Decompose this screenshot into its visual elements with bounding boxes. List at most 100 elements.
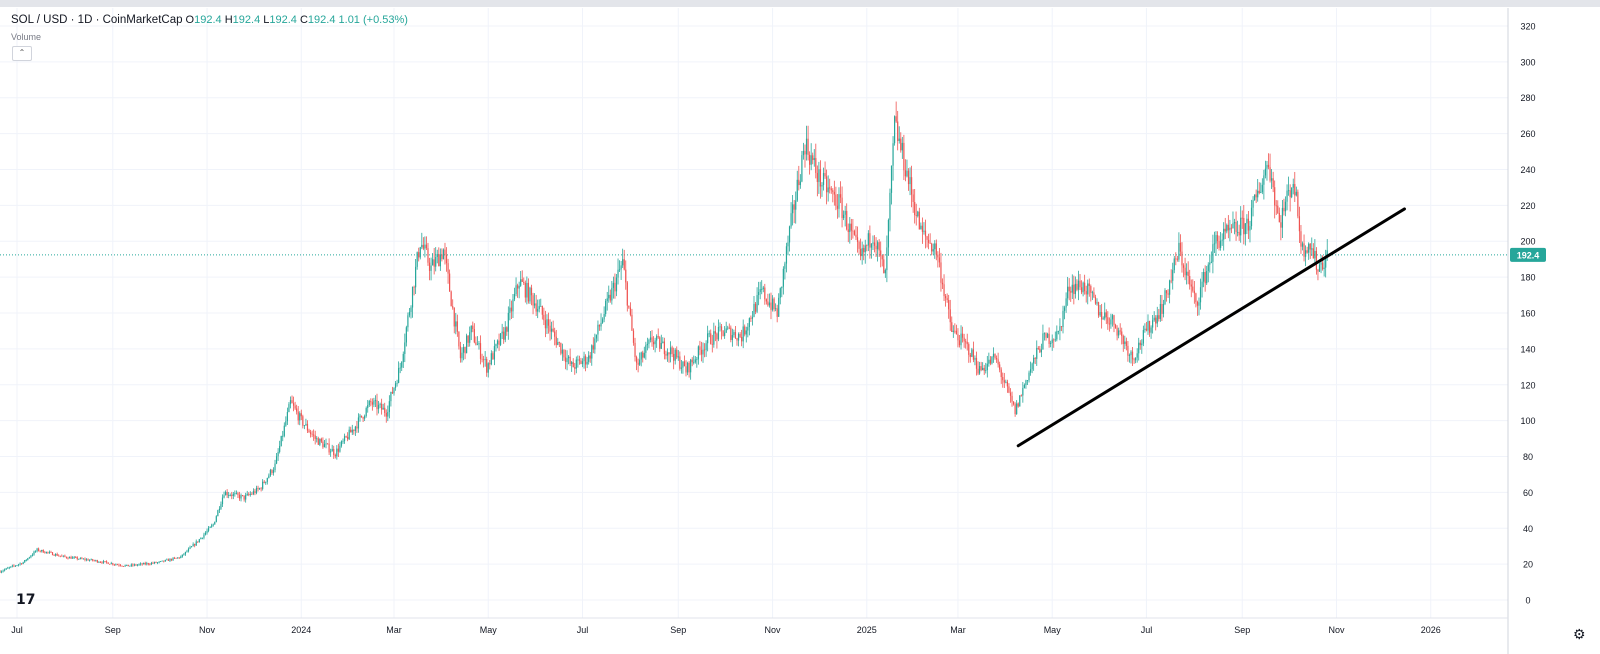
candle: [1317, 268, 1319, 281]
candle: [1186, 263, 1188, 285]
candle-body: [665, 354, 667, 356]
candle: [575, 356, 577, 374]
candle-body: [910, 177, 913, 195]
candle: [748, 317, 750, 336]
candle: [1226, 223, 1228, 234]
candle: [1252, 196, 1254, 217]
candle: [588, 351, 590, 365]
candle-body: [816, 172, 818, 182]
candle: [1090, 284, 1092, 302]
candle-body: [1006, 381, 1008, 387]
candle-body: [903, 142, 905, 171]
candle-body: [323, 444, 326, 448]
candle: [801, 150, 803, 183]
candle-body: [1325, 257, 1327, 268]
candle-body: [501, 331, 503, 334]
candle-body: [690, 359, 692, 373]
candle-body: [770, 302, 772, 310]
candle-body: [1226, 224, 1228, 232]
candle-body: [1277, 205, 1279, 213]
candle: [872, 235, 874, 251]
candle-body: [668, 352, 670, 355]
candle: [897, 110, 899, 151]
candle-body: [439, 254, 441, 267]
candle-body: [1059, 326, 1061, 331]
candle-body: [1107, 317, 1109, 324]
candle-body: [500, 333, 502, 345]
candle: [694, 356, 696, 364]
candle-body: [785, 246, 788, 264]
candle: [411, 286, 414, 318]
candle-body: [600, 322, 602, 327]
candle-body: [203, 534, 205, 538]
candle: [124, 564, 126, 567]
candle: [481, 353, 483, 363]
candle-body: [381, 403, 383, 410]
candle-body: [640, 352, 642, 360]
candle-body: [1111, 315, 1114, 320]
candle: [995, 355, 998, 363]
candle-body: [75, 557, 77, 559]
collapse-indicators-button[interactable]: ⌃: [12, 46, 32, 61]
candle-body: [974, 357, 976, 360]
candle-body: [5, 568, 7, 570]
x-tick-label: Jul: [577, 625, 589, 635]
candle-body: [809, 154, 811, 165]
candle: [28, 556, 30, 559]
candle-body: [255, 487, 258, 494]
candle-body: [147, 563, 149, 565]
candle: [518, 281, 520, 299]
candle-body: [1019, 395, 1021, 407]
candle: [656, 334, 658, 348]
candle: [1172, 262, 1174, 290]
volume-label[interactable]: Volume: [11, 32, 42, 42]
gear-icon[interactable]: ⚙: [1573, 626, 1586, 642]
candle: [209, 526, 211, 528]
candle: [1118, 327, 1120, 339]
candle-body: [262, 481, 264, 489]
candle: [974, 355, 976, 366]
candle-body: [1133, 359, 1135, 361]
candle-body: [918, 211, 920, 230]
candle: [513, 287, 516, 302]
candle: [1292, 178, 1294, 195]
candle-body: [391, 391, 394, 394]
candle: [768, 293, 771, 308]
candle: [603, 306, 605, 323]
candle-body: [642, 352, 644, 358]
candle: [1215, 231, 1217, 256]
candle: [946, 293, 948, 303]
candle: [326, 443, 329, 445]
candle-body: [924, 230, 927, 237]
y-axis: 0204060801001201401601802002202402602803…: [1507, 8, 1536, 654]
candle: [214, 521, 216, 525]
candle-body: [577, 359, 579, 361]
candle-body: [1097, 302, 1100, 316]
candle: [1096, 298, 1098, 306]
candle-body: [805, 138, 808, 155]
candle-body: [308, 430, 310, 433]
candle-body: [427, 248, 429, 263]
tradingview-logo[interactable]: 17: [16, 592, 36, 608]
x-tick-label: Jul: [1141, 625, 1153, 635]
candle: [17, 563, 20, 567]
candle-body: [705, 343, 707, 350]
candle-body: [160, 561, 162, 562]
candle: [949, 299, 951, 331]
candle: [515, 277, 517, 297]
candle: [584, 354, 587, 372]
candle: [385, 409, 387, 423]
candle-body: [788, 226, 791, 243]
candle: [194, 543, 196, 548]
candle-body: [1037, 347, 1039, 349]
candle: [1127, 340, 1129, 362]
candle: [1068, 278, 1070, 301]
candle: [775, 303, 777, 312]
candle-body: [245, 495, 247, 500]
candle-body: [775, 308, 777, 310]
candle-body: [211, 525, 213, 527]
candle: [858, 240, 860, 255]
candle: [1071, 274, 1073, 300]
candle-body: [1121, 331, 1123, 337]
